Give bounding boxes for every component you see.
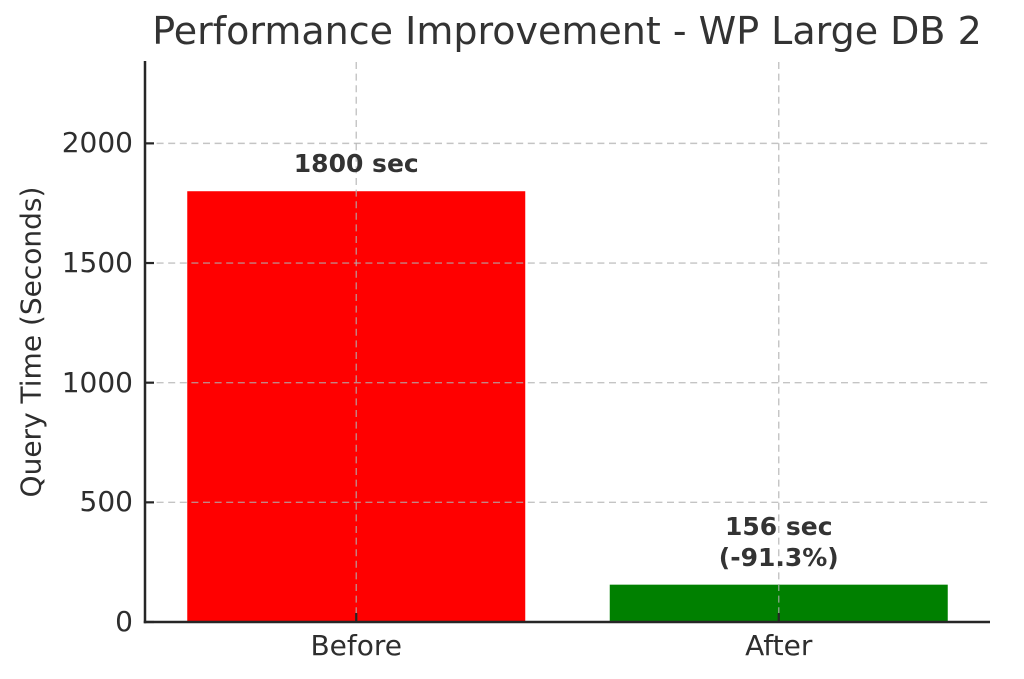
x-tick-label-before: Before — [310, 629, 403, 662]
y-tick-label: 2000 — [61, 126, 133, 160]
y-tick-label: 500 — [79, 485, 133, 519]
x-tick-label-after: After — [745, 629, 813, 662]
bar-value-annotation: 1800 sec — [294, 148, 419, 179]
annotation-line: 156 sec — [724, 511, 833, 541]
y-tick-label: 1500 — [61, 245, 133, 279]
annotation-line: 1800 sec — [293, 149, 419, 179]
annotation-line: (-91.3%) — [718, 542, 839, 572]
y-tick-label: 0 — [115, 604, 133, 638]
y-tick-label: 1000 — [61, 365, 133, 399]
bar-before — [187, 191, 526, 622]
bar-value-annotation: 156 sec (-91.3%) — [719, 511, 839, 573]
chart-title: Performance Improvement - WP Large DB 2 — [152, 9, 982, 53]
